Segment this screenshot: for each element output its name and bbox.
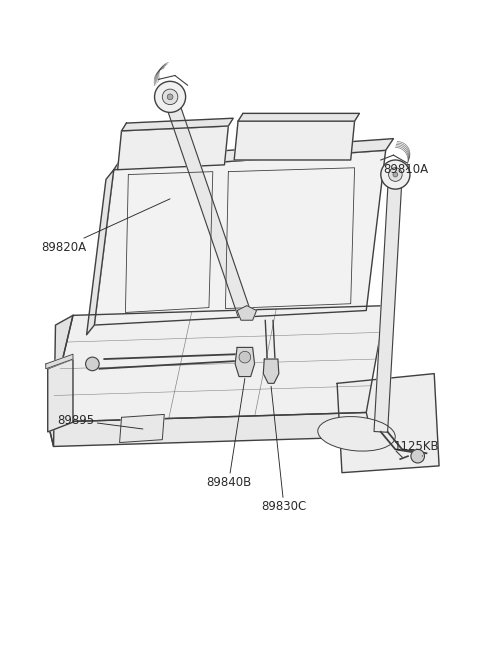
- Circle shape: [155, 81, 186, 113]
- Text: 89820A: 89820A: [41, 199, 170, 254]
- Polygon shape: [48, 413, 372, 447]
- Circle shape: [411, 449, 424, 463]
- Circle shape: [381, 160, 410, 189]
- Polygon shape: [235, 347, 254, 377]
- Circle shape: [389, 168, 402, 181]
- Text: 1125KB: 1125KB: [394, 440, 439, 456]
- Circle shape: [239, 351, 251, 363]
- Polygon shape: [48, 359, 73, 432]
- Circle shape: [167, 94, 173, 100]
- Text: 89895: 89895: [58, 414, 143, 429]
- Polygon shape: [46, 354, 73, 369]
- Circle shape: [162, 89, 178, 105]
- Polygon shape: [164, 95, 252, 318]
- Polygon shape: [234, 121, 355, 160]
- Text: 89830C: 89830C: [262, 386, 307, 513]
- Polygon shape: [374, 174, 402, 432]
- Polygon shape: [118, 126, 228, 170]
- Polygon shape: [48, 315, 73, 447]
- Polygon shape: [238, 113, 360, 121]
- Polygon shape: [120, 415, 164, 443]
- Polygon shape: [86, 170, 114, 335]
- Polygon shape: [114, 139, 394, 170]
- Text: 89810A: 89810A: [384, 163, 429, 176]
- Polygon shape: [337, 373, 439, 473]
- Polygon shape: [48, 306, 385, 422]
- Ellipse shape: [318, 417, 395, 451]
- Text: 89840B: 89840B: [206, 379, 251, 489]
- Polygon shape: [237, 306, 256, 320]
- Polygon shape: [121, 119, 233, 131]
- Polygon shape: [95, 150, 385, 325]
- Circle shape: [393, 172, 398, 177]
- Circle shape: [85, 357, 99, 371]
- Polygon shape: [264, 359, 279, 383]
